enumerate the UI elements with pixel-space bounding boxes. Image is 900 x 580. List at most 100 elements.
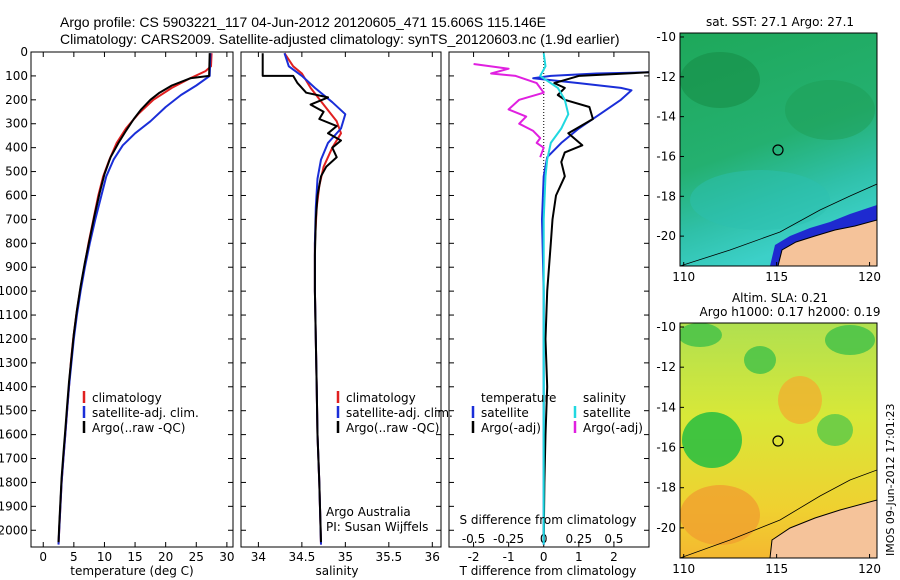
- sla-low-patch: [825, 325, 875, 355]
- sst-warm-patch: [690, 170, 830, 230]
- difference-legend: temperature satellite Argo(-adj) salinit…: [471, 391, 643, 435]
- pi-note: PI: Susan Wijffels: [326, 520, 428, 534]
- temperature-xlabel: temperature (deg C): [70, 564, 193, 578]
- argo-australia-note: Argo Australia: [326, 505, 411, 519]
- salinity-panel-frame: [240, 51, 442, 548]
- argo-float-marker: [772, 435, 784, 447]
- x-tick-label: 1: [575, 550, 583, 564]
- x-tick-label: 0: [39, 550, 47, 564]
- y-tick-label: 900: [5, 260, 28, 274]
- x-tick-label: 20: [158, 550, 173, 564]
- series-line-salinity_satellite: [539, 53, 570, 545]
- sst-map: sat. SST: 27.1 Argo: 27.1: [679, 15, 878, 267]
- y-tick-label: 1400: [0, 380, 28, 394]
- legend-satellite-adj: satellite-adj. clim.: [346, 406, 453, 420]
- sla-low-patch: [682, 412, 742, 468]
- sla-map-title: Altim. SLA: 0.21: [732, 291, 828, 305]
- map-y-tick-label: -16: [656, 441, 676, 455]
- temperature-panel-frame: [30, 51, 234, 548]
- x-tick-label: 34: [251, 550, 266, 564]
- salinity-xlabel: salinity: [315, 564, 358, 578]
- map-x-tick-label: 120: [858, 562, 881, 576]
- series-line-satellite: [57, 53, 212, 545]
- sst-cool-patch: [680, 52, 760, 108]
- x-tick-label: -2: [468, 550, 480, 564]
- difference-top-xlabel: S difference from climatology: [460, 513, 637, 527]
- map-y-tick-label: -14: [656, 400, 676, 414]
- sst-cool-patch: [785, 80, 875, 140]
- map-y-tick-label: -18: [656, 481, 676, 495]
- sst-map-frame: [679, 32, 878, 267]
- map-y-tick-label: -12: [656, 360, 676, 374]
- x-tick-label: 2: [610, 550, 618, 564]
- x-tick-label: 34.5: [289, 550, 316, 564]
- y-tick-label: 1800: [0, 475, 28, 489]
- series-line-satellite: [532, 71, 650, 545]
- isobath-line: [680, 469, 877, 558]
- top-x-tick-label: 0.5: [604, 532, 623, 546]
- map-y-tick-label: -16: [656, 149, 676, 163]
- y-tick-label: 2000: [0, 523, 28, 537]
- argo-float-marker: [772, 144, 784, 156]
- x-tick-label: 30: [219, 550, 234, 564]
- top-x-tick-label: -0.5: [462, 532, 485, 546]
- map-y-tick-label: -20: [656, 521, 676, 535]
- y-tick-label: 200: [5, 93, 28, 107]
- map-x-tick-label: 115: [765, 562, 788, 576]
- difference-panel-frame: [448, 51, 650, 548]
- sla-low-patch: [744, 346, 776, 374]
- map-y-tick-label: -14: [656, 110, 676, 124]
- sst-map-title: sat. SST: 27.1 Argo: 27.1: [706, 15, 854, 29]
- top-x-tick-label: -0.25: [493, 532, 524, 546]
- climatology-subtitle: Climatology: CARS2009. Satellite-adjuste…: [60, 31, 620, 47]
- sla-map-frame: [679, 322, 878, 559]
- series-line-argo: [261, 53, 342, 543]
- y-tick-label: 100: [5, 69, 28, 83]
- y-tick-label: 800: [5, 236, 28, 250]
- map-y-tick-label: -20: [656, 229, 676, 243]
- x-tick-label: -1: [503, 550, 515, 564]
- y-tick-label: 1500: [0, 404, 28, 418]
- legend-argo: Argo(..raw -QC): [92, 421, 185, 435]
- x-tick-label: 35: [338, 550, 353, 564]
- y-tick-label: 1300: [0, 356, 28, 370]
- sla-high-patch: [778, 376, 822, 424]
- x-tick-label: 25: [189, 550, 204, 564]
- y-tick-label: 1900: [0, 499, 28, 513]
- legend-climatology: climatology: [346, 391, 416, 405]
- map-y-tick-label: -18: [656, 189, 676, 203]
- temperature-legend: climatology satellite-adj. clim. Argo(..…: [82, 391, 199, 435]
- legend-sal-argo: Argo(-adj): [583, 421, 643, 435]
- series-line-argo: [542, 71, 650, 543]
- sla-high-patch: [680, 485, 760, 545]
- legend-climatology: climatology: [92, 391, 162, 405]
- sla-low-patch: [680, 323, 722, 347]
- y-tick-label: 1600: [0, 428, 28, 442]
- y-tick-label: 1000: [0, 284, 28, 298]
- x-tick-label: 5: [70, 550, 78, 564]
- legend-temp-argo: Argo(-adj): [481, 421, 541, 435]
- legend-temperature-title: temperature: [481, 391, 556, 405]
- series-line-salinity_argo: [473, 63, 545, 158]
- y-tick-label: 600: [5, 188, 28, 202]
- map-y-tick-label: -10: [656, 320, 676, 334]
- y-tick-label: 500: [5, 165, 28, 179]
- sla-map-subtitle: Argo h1000: 0.17 h2000: 0.19: [700, 305, 881, 319]
- sla-low-patch: [817, 414, 853, 446]
- legend-sal-satellite: satellite: [583, 406, 631, 420]
- legend-satellite-adj: satellite-adj. clim.: [92, 406, 199, 420]
- salinity-legend: climatology satellite-adj. clim. Argo(..…: [326, 391, 453, 534]
- y-tick-label: 0: [20, 45, 28, 59]
- map-x-tick-label: 120: [858, 270, 881, 284]
- land-mass: [777, 219, 877, 266]
- map-x-tick-label: 115: [765, 270, 788, 284]
- map-y-tick-label: -12: [656, 70, 676, 84]
- profile-title: Argo profile: CS 5903221_117 04-Jun-2012…: [60, 14, 546, 30]
- series-line-climatology: [57, 53, 213, 545]
- y-tick-label: 1100: [0, 308, 28, 322]
- legend-argo: Argo(..raw -QC): [346, 421, 439, 435]
- imos-timestamp: IMOS 09-Jun-2012 17:01:23: [884, 403, 897, 556]
- x-tick-label: 0: [540, 550, 548, 564]
- x-tick-label: 35.5: [375, 550, 402, 564]
